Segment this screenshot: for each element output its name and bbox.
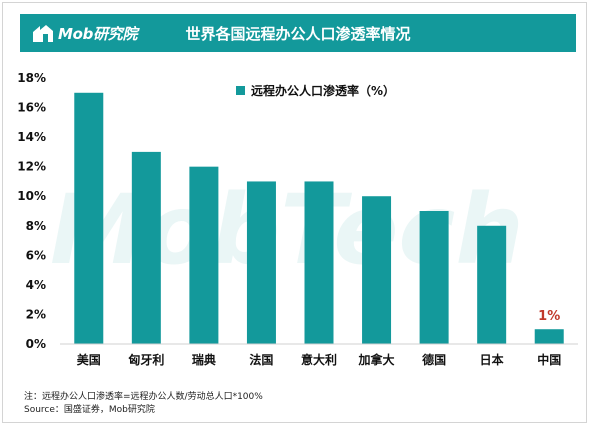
bar-4 [246,181,276,344]
header-bar: Mob研究院 世界各国远程办公人口渗透率情况 [20,14,576,52]
bar-7 [419,211,449,344]
bar-5 [304,181,334,344]
y-tick-label: 6% [26,248,46,262]
footnote-source: Source：国盛证券，Mob研究院 [24,405,155,415]
y-tick-label: 10% [17,189,46,203]
chart-title: 世界各国远程办公人口渗透率情况 [185,25,411,43]
legend-label: 远程办公人口渗透率（%） [251,83,395,98]
bar-3 [189,166,219,344]
y-tick-label: 8% [26,219,46,233]
y-tick-label: 4% [26,278,46,292]
bar-2 [131,151,161,344]
footnotes: 注：远程办公人口渗透率=远程办公人数/劳动总人口*100% Source：国盛证… [24,391,263,417]
bars: 1% [74,92,564,345]
bar-9 [534,329,564,344]
brand-logo: Mob研究院 [32,21,137,45]
y-tick-label: 16% [17,101,46,115]
bar-1 [74,92,104,345]
x-tick-label: 德国 [422,352,446,367]
y-tick-label: 14% [17,130,46,144]
y-tick-label: 0% [26,337,46,351]
y-axis: 0% 2% 4% 6% 8% 10% 12% 14% 16% 18% [17,71,46,351]
x-tick-label: 日本 [480,352,504,367]
data-label: 1% [538,309,560,324]
x-tick-label: 加拿大 [358,352,395,367]
chart-legend: 远程办公人口渗透率（%） [236,83,395,98]
house-logo-icon [33,25,53,42]
x-tick-label: 中国 [537,352,561,367]
chart-frame [2,2,587,423]
x-tick-label: 意大利 [301,352,337,367]
x-tick-label: 法国 [249,352,273,367]
bar-6 [362,196,392,344]
y-tick-label: 12% [17,160,46,174]
x-tick-label: 瑞典 [192,352,216,367]
y-tick-label: 18% [17,71,46,85]
brand-logo-text: Mob研究院 [58,24,138,43]
bar-8 [477,225,507,344]
legend-swatch [236,86,245,95]
x-axis: 美国 匈牙利 瑞典 法国 意大利 加拿大 德国 日本 中国 [60,343,578,367]
footnote-definition: 注：远程办公人口渗透率=远程办公人数/劳动总人口*100% [24,392,263,402]
x-tick-label: 匈牙利 [127,352,164,367]
y-tick-label: 2% [26,307,46,321]
x-tick-label: 美国 [77,352,101,367]
